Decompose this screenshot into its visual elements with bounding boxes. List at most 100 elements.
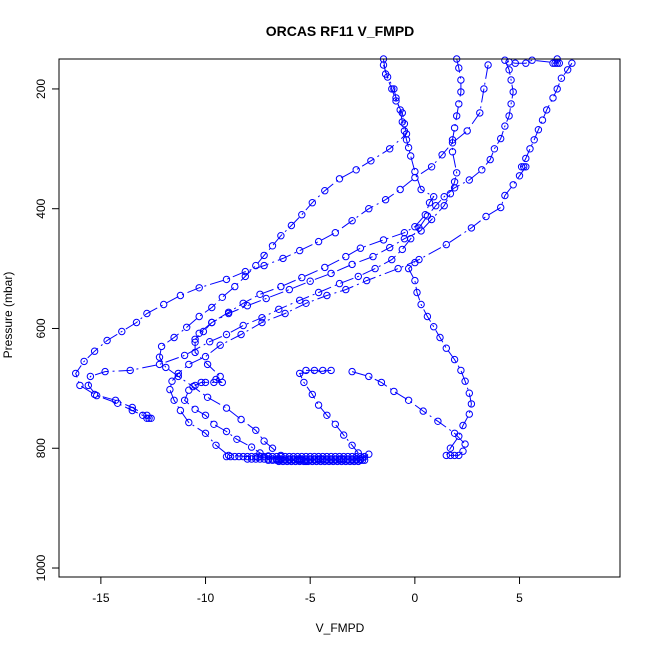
- data-point: [342, 457, 350, 466]
- data-point: [268, 444, 277, 452]
- data-point: [323, 411, 331, 419]
- data-point: [268, 242, 277, 250]
- data-point: [530, 136, 538, 144]
- series-line: [75, 64, 489, 416]
- data-point: [310, 366, 319, 375]
- data-point: [195, 312, 203, 321]
- data-point: [450, 178, 459, 186]
- data-point: [174, 372, 183, 381]
- data-point: [90, 347, 99, 355]
- data-point: [392, 97, 400, 105]
- data-point: [478, 166, 486, 174]
- data-point: [517, 163, 526, 171]
- data-point: [260, 261, 268, 270]
- x-axis-label: V_FMPD: [316, 621, 365, 635]
- data-point: [344, 452, 352, 461]
- data-point: [281, 309, 289, 318]
- data-point: [162, 363, 170, 372]
- data-point: [390, 387, 398, 396]
- data-point: [206, 338, 214, 346]
- data-point: [337, 457, 346, 466]
- y-tick-label: 400: [34, 198, 48, 218]
- y-tick-label: 600: [34, 318, 48, 338]
- data-point: [90, 390, 99, 399]
- data-point: [436, 333, 444, 342]
- data-point: [283, 457, 291, 466]
- data-point: [450, 355, 459, 364]
- series-line: [194, 58, 462, 340]
- data-point: [501, 122, 509, 130]
- x-tick-label: 5: [516, 591, 523, 605]
- data-point: [455, 64, 463, 72]
- y-axis: 200 400 600 800 1000: [34, 79, 60, 581]
- data-point: [386, 243, 394, 252]
- data-point: [302, 366, 310, 375]
- data-point: [319, 366, 327, 375]
- data-point: [197, 378, 206, 387]
- data-point: [348, 367, 356, 376]
- data-point: [365, 205, 373, 213]
- data-point: [507, 100, 515, 108]
- data-point: [314, 288, 323, 297]
- data-point: [160, 300, 168, 309]
- data-point: [396, 185, 404, 194]
- data-point: [352, 166, 360, 174]
- data-point: [340, 431, 348, 439]
- y-tick-label: 800: [34, 438, 48, 458]
- x-tick-label: -15: [92, 591, 110, 605]
- data-point: [402, 130, 411, 138]
- data-point: [275, 457, 283, 466]
- data-point: [304, 457, 312, 466]
- series-7: [348, 258, 476, 460]
- data-point: [101, 367, 109, 376]
- data-point: [386, 145, 394, 153]
- data-point: [76, 381, 84, 390]
- data-point: [310, 452, 319, 461]
- data-point: [557, 74, 566, 82]
- data-point: [166, 385, 174, 394]
- data-point: [348, 260, 356, 269]
- data-point: [455, 100, 463, 108]
- series-6: [296, 366, 362, 457]
- data-point: [275, 305, 283, 313]
- data-point: [423, 312, 432, 321]
- data-point: [427, 215, 436, 224]
- data-point: [450, 451, 459, 460]
- data-point: [212, 441, 220, 449]
- data-point: [277, 452, 285, 461]
- series-8: [191, 55, 465, 343]
- data-point: [231, 282, 239, 291]
- data-point: [350, 457, 358, 466]
- data-point: [260, 251, 268, 260]
- y-tick-label: 200: [34, 79, 48, 99]
- data-point: [252, 426, 260, 434]
- data-point: [553, 85, 561, 93]
- data-point: [549, 94, 557, 102]
- data-point: [155, 353, 164, 361]
- data-point: [208, 303, 216, 312]
- data-point: [180, 351, 189, 360]
- data-point: [348, 217, 356, 225]
- series-line: [298, 369, 359, 454]
- series-line: [158, 58, 408, 462]
- data-point: [465, 410, 473, 418]
- data-point: [419, 407, 427, 415]
- data-point: [222, 452, 231, 461]
- data-point: [222, 275, 231, 284]
- data-point: [335, 175, 344, 183]
- data-point: [442, 344, 450, 352]
- series-surface-points: [222, 452, 369, 466]
- x-tick-label: -5: [305, 591, 316, 605]
- data-point: [293, 452, 302, 461]
- data-point: [226, 452, 235, 461]
- data-point: [296, 246, 304, 255]
- data-point: [308, 390, 316, 399]
- data-point: [534, 126, 543, 134]
- data-point: [371, 264, 379, 273]
- data-point: [222, 427, 231, 436]
- data-point: [446, 190, 455, 198]
- data-point: [296, 457, 304, 466]
- data-point: [201, 429, 210, 437]
- data-point: [505, 112, 513, 120]
